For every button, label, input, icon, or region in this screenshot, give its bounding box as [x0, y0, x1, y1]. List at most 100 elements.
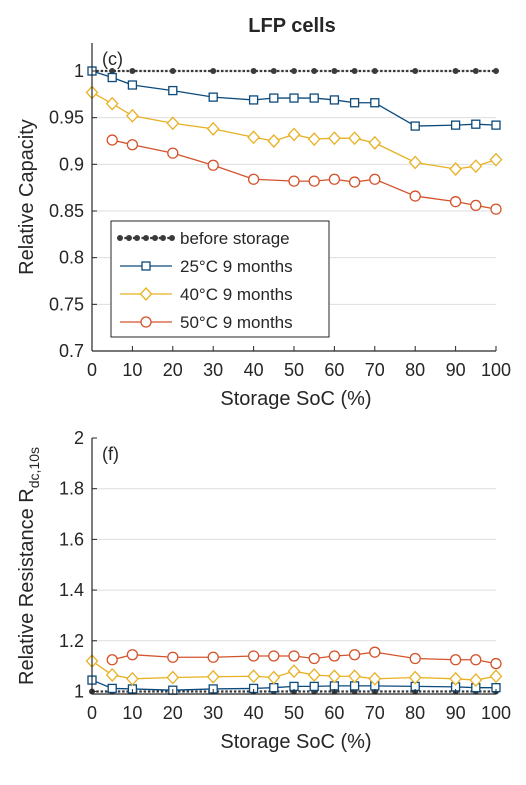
- y-tick-label: 1.6: [59, 529, 84, 549]
- data-point: [307, 668, 321, 682]
- x-tick-label: 90: [446, 703, 466, 723]
- series-line: [91, 660, 497, 681]
- legend-label: 25°C 9 months: [180, 257, 293, 276]
- legend-marker: [152, 235, 158, 241]
- x-tick-label: 100: [481, 703, 511, 723]
- data-point: [331, 68, 338, 74]
- x-tick-label: 40: [244, 360, 264, 380]
- y-tick-label: 1.8: [59, 479, 84, 499]
- data-point: [472, 68, 479, 74]
- data-point: [168, 85, 178, 96]
- series-1: [89, 68, 499, 74]
- y-tick-label: 1.4: [59, 580, 84, 600]
- data-point: [309, 93, 319, 103]
- data-point: [491, 120, 501, 130]
- data-point: [166, 116, 180, 131]
- data-point: [207, 651, 219, 663]
- data-point: [247, 173, 260, 185]
- legend-marker: [126, 235, 132, 241]
- data-point: [270, 68, 277, 74]
- series-3: [85, 85, 503, 176]
- x-axis-label: Storage SoC (%): [220, 731, 371, 753]
- data-point: [307, 132, 321, 147]
- data-point: [449, 162, 462, 176]
- data-point: [105, 96, 119, 111]
- data-point: [408, 155, 422, 170]
- data-point: [329, 95, 340, 105]
- data-point: [490, 203, 502, 215]
- data-point: [351, 68, 358, 74]
- legend-marker: [140, 316, 152, 328]
- data-point: [370, 98, 380, 108]
- series-2: [87, 66, 501, 131]
- figure-title: LFP cells: [248, 15, 335, 37]
- legend-label: 50°C 9 months: [180, 313, 293, 332]
- data-point: [126, 671, 139, 686]
- x-tick-label: 30: [203, 703, 223, 723]
- data-point: [288, 175, 300, 187]
- x-tick-label: 70: [365, 360, 385, 380]
- data-point: [349, 98, 360, 108]
- data-point: [449, 654, 462, 666]
- x-tick-label: 10: [122, 703, 142, 723]
- data-point: [309, 681, 319, 692]
- x-tick-label: 80: [405, 360, 425, 380]
- data-point: [208, 92, 218, 102]
- data-point: [308, 652, 320, 665]
- data-point: [269, 683, 279, 693]
- panel-label: (c): [102, 49, 123, 69]
- data-point: [127, 80, 138, 90]
- data-point: [248, 95, 259, 105]
- series-line: [112, 139, 497, 210]
- data-point: [107, 72, 117, 83]
- series-4: [106, 646, 502, 670]
- data-point: [107, 683, 117, 694]
- data-point: [490, 657, 502, 670]
- y-tick-label: 0.75: [49, 294, 84, 314]
- data-point: [470, 654, 482, 666]
- series-line: [91, 91, 497, 170]
- data-point: [328, 173, 341, 185]
- data-point: [409, 190, 421, 202]
- data-point: [368, 135, 382, 150]
- data-point: [207, 159, 219, 171]
- legend-marker: [169, 235, 175, 241]
- x-tick-label: 100: [481, 360, 511, 380]
- legend-marker: [143, 235, 149, 241]
- x-tick-label: 40: [244, 703, 264, 723]
- data-point: [449, 196, 462, 208]
- x-tick-label: 0: [87, 360, 97, 380]
- data-point: [289, 93, 299, 103]
- data-point: [206, 121, 220, 136]
- data-point: [469, 159, 483, 174]
- data-point: [408, 670, 422, 685]
- data-point: [348, 176, 361, 188]
- x-tick-label: 20: [163, 703, 183, 723]
- y-tick-label: 0.7: [59, 341, 84, 361]
- data-point: [369, 646, 381, 658]
- data-point: [267, 670, 281, 685]
- data-point: [267, 134, 281, 148]
- data-point: [287, 664, 301, 679]
- legend-marker: [117, 235, 123, 241]
- data-point: [126, 139, 139, 151]
- data-point: [493, 68, 499, 74]
- data-point: [167, 651, 179, 663]
- data-point: [452, 68, 459, 74]
- x-tick-label: 10: [122, 360, 142, 380]
- y-axis-label: Relative Resistance Rdc,10s: [16, 447, 42, 685]
- x-axis-label: Storage SoC (%): [220, 388, 371, 410]
- data-point: [169, 68, 176, 74]
- data-point: [348, 649, 361, 661]
- data-point: [348, 131, 361, 146]
- x-tick-label: 50: [284, 360, 304, 380]
- data-point: [471, 119, 481, 129]
- data-point: [269, 93, 279, 103]
- data-point: [489, 152, 503, 167]
- x-tick-label: 0: [87, 703, 97, 723]
- data-point: [328, 131, 341, 146]
- data-point: [449, 671, 462, 686]
- data-point: [469, 673, 483, 688]
- data-point: [311, 68, 318, 74]
- data-point: [369, 173, 381, 185]
